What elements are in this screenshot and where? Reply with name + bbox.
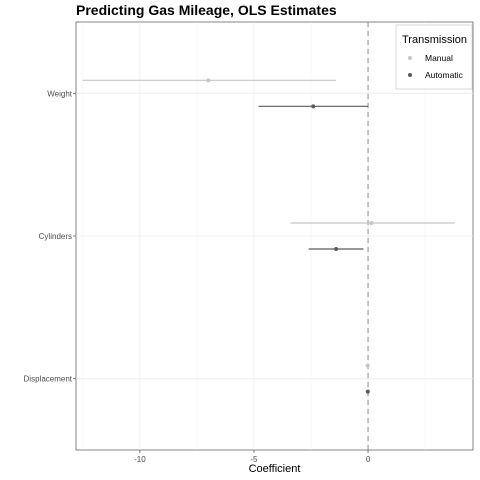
- legend-label: Manual: [425, 53, 453, 63]
- x-axis-ticks: -10 -5 0: [134, 450, 371, 464]
- y-tick-label: Displacement: [24, 375, 73, 384]
- coefficient-point: [206, 78, 211, 83]
- coefficient-marks: [82, 78, 455, 394]
- x-tick-label: -5: [250, 455, 258, 464]
- legend-label: Automatic: [425, 70, 464, 80]
- legend-swatch: [408, 73, 412, 77]
- coefficient-point: [334, 247, 339, 251]
- coefficient-point: [365, 363, 370, 368]
- x-tick-label: 0: [366, 455, 371, 464]
- coefficient-point: [365, 389, 370, 394]
- legend-title: Transmission: [402, 34, 467, 46]
- coefficient-point: [369, 221, 374, 225]
- y-tick-label: Cylinders: [39, 232, 72, 241]
- y-axis-ticks: Weight Cylinders Displacement: [24, 89, 76, 384]
- y-tick-label: Weight: [47, 89, 73, 98]
- chart-title: Predicting Gas Mileage, OLS Estimates: [76, 2, 337, 18]
- legend-swatch: [408, 56, 412, 60]
- grid-lines: [76, 22, 473, 450]
- legend-items: Manual Automatic: [408, 53, 464, 80]
- x-tick-label: -10: [134, 455, 146, 464]
- legend: Transmission Manual Automatic: [395, 24, 473, 90]
- x-axis-label: Coefficient: [249, 463, 301, 475]
- coefficient-point: [311, 104, 316, 109]
